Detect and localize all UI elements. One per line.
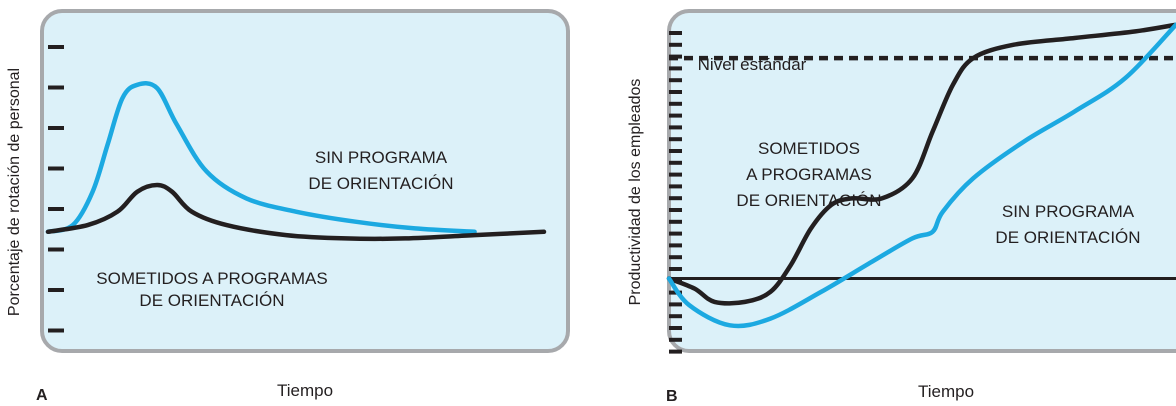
chart-a-y-ticks (48, 45, 64, 333)
chart-b-series-2-label-line-2: DE ORIENTACIÓN (995, 228, 1140, 247)
chart-b-series-1-label-line-2: A PROGRAMAS (746, 165, 872, 184)
chart-a-series-1-label-line-2: DE ORIENTACIÓN (308, 174, 453, 193)
chart-b-y-axis-label: Productividad de los empleados (627, 79, 644, 306)
chart-a-y-axis-label: Porcentaje de rotación de personal (6, 68, 23, 316)
chart-b-x-axis-label: Tiempo (918, 382, 974, 401)
chart-a-series-2-label-line-2: DE ORIENTACIÓN (139, 291, 284, 310)
chart-a-plot-area (40, 9, 570, 353)
chart-b-series-2-label-line-1: SIN PROGRAMA (1002, 202, 1135, 221)
chart-b-y-ticks (669, 31, 682, 354)
chart-a-series-1-label-line-1: SIN PROGRAMA (315, 148, 448, 167)
chart-b-reference-label: Nivel estándar (698, 55, 807, 74)
chart-b-reference-lines (669, 55, 1176, 281)
chart-b-series-1-line (666, 22, 1176, 306)
chart-a-panel-label: A (36, 387, 48, 404)
chart-b-plot-area (667, 9, 1176, 353)
chart-b-panel-label: B (666, 388, 678, 405)
chart-a-x-axis-label: Tiempo (277, 381, 333, 400)
chart-a: SOMETIDOS A PROGRAMAS DE ORIENTACIÓN SIN… (6, 9, 570, 404)
chart-a-series-2-line (45, 182, 547, 242)
chart-b-series (666, 22, 1176, 329)
chart-b-series-1-label-line-3: DE ORIENTACIÓN (736, 191, 881, 210)
chart-a-series-1-line (45, 81, 477, 235)
chart-b: Nivel estándar SOMETIDOS A PROGRAMAS DE … (627, 9, 1176, 405)
chart-a-series (45, 81, 547, 242)
chart-a-series-2-label-line-1: SOMETIDOS A PROGRAMAS (96, 269, 327, 288)
chart-b-series-2-line (666, 22, 1176, 329)
chart-b-series-1-label-line-1: SOMETIDOS (758, 139, 860, 158)
